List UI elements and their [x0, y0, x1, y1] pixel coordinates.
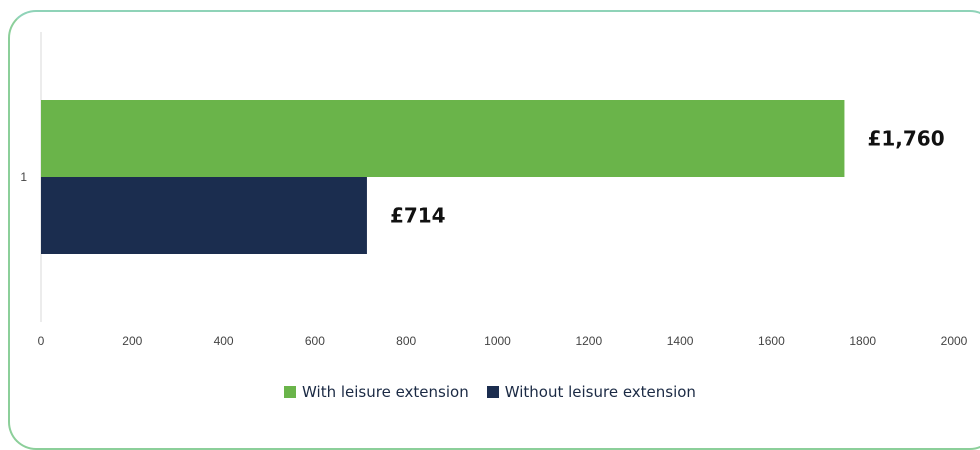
data-labels: £1,760 £714 — [390, 127, 945, 228]
x-tick-label: 1000 — [484, 334, 511, 348]
x-tick-label: 800 — [396, 334, 416, 348]
legend-item-without: Without leisure extension — [486, 383, 696, 401]
bar-without-leisure-extension — [41, 177, 367, 254]
legend-swatch-without — [486, 386, 499, 398]
x-tick-label: 1800 — [849, 334, 876, 348]
x-tick-label: 0 — [38, 334, 45, 348]
data-label-without: £714 — [390, 204, 446, 228]
bar-with-leisure-extension — [41, 100, 845, 177]
legend-item-with: With leisure extension — [284, 383, 469, 401]
x-tick-label: 400 — [214, 334, 234, 348]
x-tick-label: 1600 — [758, 334, 785, 348]
x-tick-label: 200 — [122, 334, 142, 348]
category-labels: 1 — [20, 170, 27, 184]
x-tick-label: 1400 — [667, 334, 694, 348]
data-label-with: £1,760 — [867, 127, 944, 151]
bars — [41, 100, 845, 254]
category-label: 1 — [20, 170, 27, 184]
legend-label-with: With leisure extension — [302, 383, 469, 401]
bar-chart: 0 200 400 600 800 1000 1200 1400 1600 1800 2000 1 … — [20, 32, 968, 348]
x-tick-label: 2000 — [941, 334, 968, 348]
legend: With leisure extension Without leisure e… — [0, 383, 980, 401]
x-axis-ticks: 0 200 400 600 800 1000 1200 1400 1600 1800 2000 — [38, 334, 968, 348]
legend-label-without: Without leisure extension — [504, 383, 696, 401]
x-tick-label: 600 — [305, 334, 325, 348]
x-tick-label: 1200 — [575, 334, 602, 348]
legend-swatch-with — [284, 386, 297, 398]
